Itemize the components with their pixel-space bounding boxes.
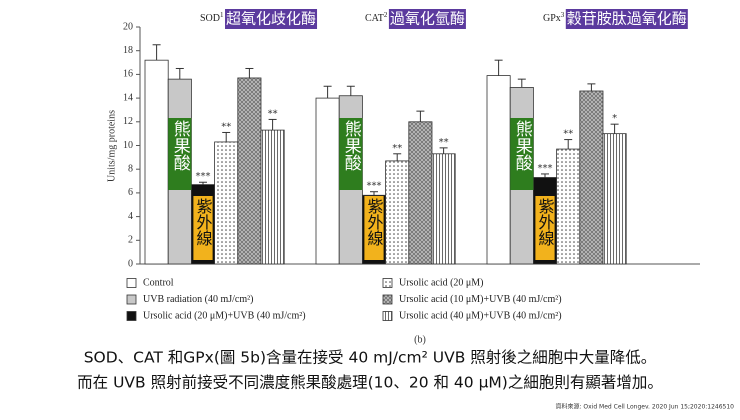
y-axis-label: Units/mg proteins bbox=[106, 110, 117, 182]
legend-swatch bbox=[382, 278, 393, 288]
y-tick-label: 0 bbox=[128, 258, 133, 269]
significance-label: ** bbox=[392, 143, 402, 154]
error-bar bbox=[494, 59, 503, 76]
y-tick-label: 10 bbox=[123, 140, 133, 151]
bar bbox=[602, 133, 627, 265]
source: 資料來源: Oxid Med Cell Longev. 2020 Jun 15;… bbox=[555, 403, 734, 411]
y-tick-label: 14 bbox=[123, 92, 133, 103]
bar bbox=[260, 129, 285, 265]
error-bar bbox=[587, 83, 596, 91]
bar bbox=[385, 160, 410, 265]
significance-label: * bbox=[612, 113, 617, 124]
significance-label: *** bbox=[196, 171, 211, 182]
legend-label: UVB radiation (40 mJ/cm²) bbox=[143, 294, 253, 305]
category-name: CAT bbox=[365, 13, 384, 24]
category-note: 3 bbox=[561, 11, 565, 19]
overlay-box bbox=[168, 118, 192, 190]
error-bar bbox=[517, 78, 526, 88]
significance-label: ** bbox=[563, 129, 573, 140]
error-bar bbox=[393, 153, 402, 161]
overlay-label: 紫外線 bbox=[365, 198, 384, 246]
significance-label: *** bbox=[538, 163, 553, 174]
legend-swatch bbox=[126, 311, 137, 321]
significance-label: ** bbox=[268, 108, 278, 119]
y-tick-label: 16 bbox=[123, 69, 133, 80]
error-bar bbox=[564, 139, 573, 150]
y-tick-label: 8 bbox=[128, 163, 133, 174]
bar bbox=[237, 77, 262, 265]
error-bar bbox=[370, 191, 378, 196]
error-bar bbox=[152, 44, 161, 61]
label-highlight bbox=[225, 9, 318, 29]
bar bbox=[431, 153, 456, 265]
overlay-box bbox=[510, 118, 534, 190]
legend-label: Ursolic acid (40 μM)+UVB (40 mJ/cm²) bbox=[399, 310, 562, 321]
overlay-label: 紫外線 bbox=[194, 198, 213, 246]
legend-label: Control bbox=[143, 277, 174, 288]
category-label: SOD1 bbox=[200, 11, 224, 25]
category-chinese-name: 超氧化歧化酶 bbox=[226, 10, 316, 28]
y-tick-label: 2 bbox=[128, 235, 133, 246]
error-bar bbox=[610, 123, 619, 134]
caption: 而在 UVB 照射前接受不同濃度熊果酸處理(10、20 和 40 μM)之細胞則… bbox=[77, 374, 663, 392]
caption: SOD、CAT 和GPx(圖 5b)含量在接受 40 mJ/cm² UVB 照射… bbox=[84, 349, 657, 367]
panel-label: (b) bbox=[414, 334, 426, 345]
error-bar bbox=[346, 85, 355, 96]
error-bar bbox=[245, 67, 254, 78]
significance-label: ** bbox=[221, 121, 231, 132]
overlay-label: 熊果酸 bbox=[170, 120, 191, 171]
overlay-box bbox=[364, 196, 384, 260]
legend-swatch bbox=[126, 278, 137, 288]
error-bar bbox=[175, 67, 184, 80]
category-name: GPx bbox=[543, 13, 561, 24]
legend-swatch bbox=[382, 294, 393, 305]
error-bar bbox=[199, 181, 207, 185]
overlay-box bbox=[535, 196, 555, 260]
legend-label: Ursolic acid (10 μM)+UVB (40 mJ/cm²) bbox=[399, 294, 562, 305]
bar bbox=[315, 97, 340, 265]
significance-label: *** bbox=[367, 181, 382, 192]
bar bbox=[144, 59, 169, 265]
y-tick-label: 18 bbox=[123, 45, 133, 56]
category-label: CAT2 bbox=[365, 11, 388, 25]
overlay-label: 紫外線 bbox=[536, 198, 555, 246]
category-note: 1 bbox=[220, 11, 224, 19]
overlay-label: 熊果酸 bbox=[341, 120, 362, 171]
bar bbox=[214, 141, 239, 265]
error-bar bbox=[222, 131, 231, 142]
y-tick-label: 20 bbox=[123, 21, 133, 32]
overlay-label: 熊果酸 bbox=[512, 120, 533, 171]
y-tick-label: 6 bbox=[128, 187, 133, 198]
label-highlight bbox=[388, 9, 466, 29]
legend-label: Ursolic acid (20 μM)+UVB (40 mJ/cm²) bbox=[143, 310, 306, 321]
error-bar bbox=[416, 110, 425, 122]
category-chinese-name: 過氧化氫酶 bbox=[390, 10, 465, 28]
legend-label: Ursolic acid (20 μM) bbox=[399, 277, 484, 288]
bar bbox=[408, 121, 433, 265]
label-highlight bbox=[565, 9, 688, 29]
error-bar bbox=[439, 147, 448, 154]
legend-swatch bbox=[382, 311, 393, 321]
error-bar bbox=[323, 85, 332, 99]
category-note: 2 bbox=[384, 11, 388, 19]
bar bbox=[579, 90, 604, 265]
category-chinese-name: 穀苷胺肽過氧化酶 bbox=[567, 10, 687, 28]
error-bar bbox=[541, 173, 549, 178]
category-name: SOD bbox=[200, 13, 220, 24]
bar bbox=[486, 75, 511, 265]
y-tick-label: 4 bbox=[128, 211, 133, 222]
error-bar bbox=[268, 118, 277, 131]
category-label: GPx3 bbox=[543, 11, 565, 25]
bar bbox=[556, 148, 581, 265]
overlay-box bbox=[339, 118, 363, 190]
legend-swatch bbox=[126, 294, 137, 305]
significance-label: ** bbox=[439, 137, 449, 148]
overlay-box bbox=[193, 196, 213, 260]
y-tick-label: 12 bbox=[123, 116, 133, 127]
